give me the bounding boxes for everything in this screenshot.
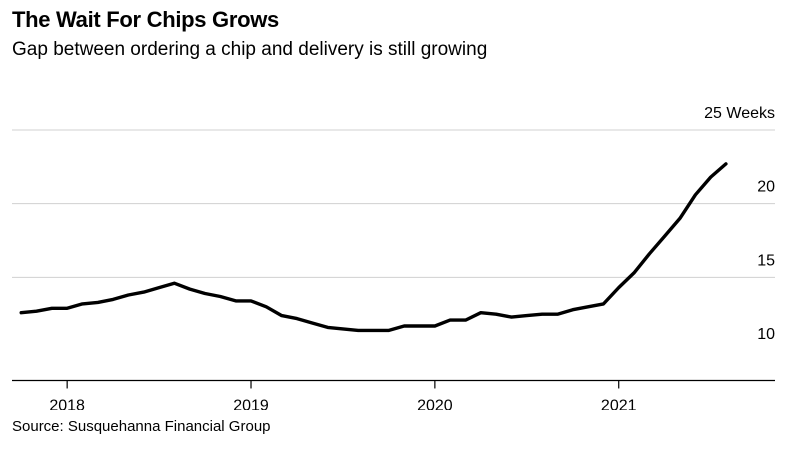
source-note: Source: Susquehanna Financial Group <box>12 418 271 435</box>
chart-subtitle: Gap between ordering a chip and delivery… <box>12 39 488 60</box>
gridlines <box>12 129 775 278</box>
x-axis <box>12 379 775 389</box>
y-tick-label-15: 15 <box>757 252 775 269</box>
series <box>19 162 728 333</box>
x-tick-labels: 2018 2019 2020 2021 <box>49 397 636 410</box>
x-tick-label-2021: 2021 <box>601 397 637 410</box>
y-tick-labels: 25 Weeks 20 15 10 <box>704 105 775 343</box>
x-tick-label-2018: 2018 <box>49 397 85 410</box>
y-tick-label-25: 25 Weeks <box>704 105 775 122</box>
y-tick-label-20: 20 <box>757 179 775 196</box>
series-line-0 <box>19 162 728 333</box>
y-tick-label-10: 10 <box>757 326 775 343</box>
x-tick-label-2019: 2019 <box>233 397 269 410</box>
chart-title: The Wait For Chips Grows <box>12 7 279 32</box>
line-chart: 25 Weeks 20 15 10 2018 2019 2020 2021 <box>12 105 775 410</box>
x-tick-label-2020: 2020 <box>417 397 453 410</box>
